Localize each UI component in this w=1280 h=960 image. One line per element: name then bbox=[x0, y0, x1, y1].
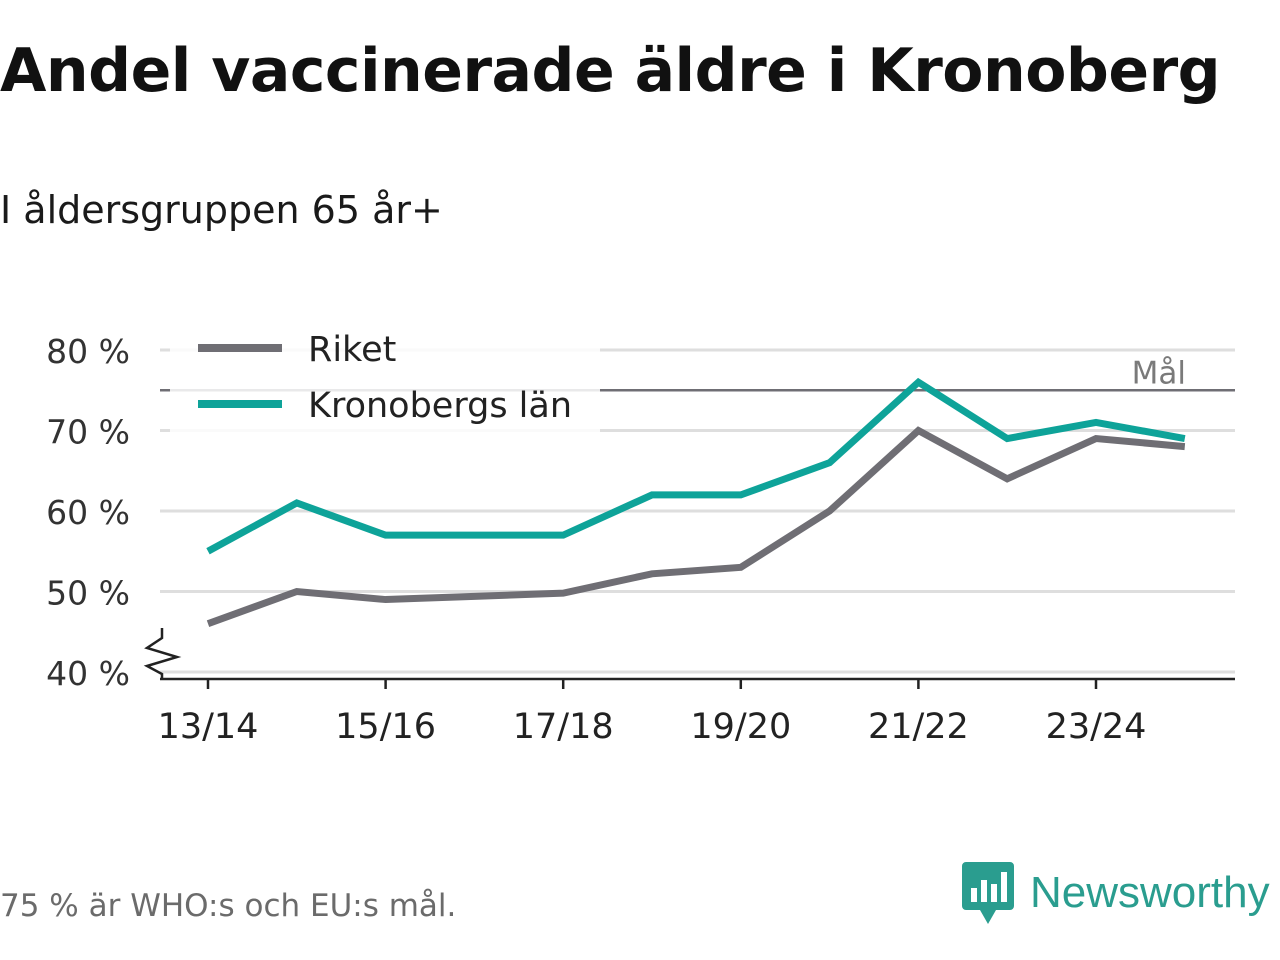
series-line-kronoberg bbox=[206, 377, 1186, 555]
chart-title: Andel vaccinerade äldre i Kronoberg bbox=[0, 36, 1221, 106]
footnote: 75 % är WHO:s och EU:s mål. bbox=[0, 888, 457, 924]
newsworthy-logo-icon bbox=[962, 862, 1014, 924]
y-tick-label: 80 % bbox=[46, 332, 130, 371]
target-label: Mål bbox=[1132, 355, 1186, 391]
y-tick-label: 50 % bbox=[46, 574, 130, 613]
series-lines bbox=[206, 377, 1186, 627]
x-tick-label: 13/14 bbox=[158, 707, 259, 747]
y-axis-break-icon bbox=[143, 628, 182, 679]
newsworthy-logo: Newsworthy bbox=[962, 862, 1270, 924]
series-line-riket bbox=[206, 426, 1186, 627]
x-tick-label: 23/24 bbox=[1046, 707, 1147, 747]
y-tick-label: 60 % bbox=[46, 493, 130, 532]
x-tick-label: 21/22 bbox=[868, 707, 969, 747]
legend-background bbox=[170, 318, 600, 436]
legend: Riket Kronobergs län bbox=[170, 318, 600, 436]
x-tick-label: 17/18 bbox=[513, 707, 614, 747]
legend-label: Riket bbox=[308, 330, 396, 370]
x-axis: 13/14 15/16 17/18 19/20 21/22 23/24 bbox=[158, 677, 1235, 747]
y-tick-label: 40 % bbox=[46, 654, 130, 693]
brand-name: Newsworthy bbox=[1030, 868, 1270, 917]
chart-subtitle: I åldersgruppen 65 år+ bbox=[0, 188, 443, 232]
y-tick-label: 70 % bbox=[46, 413, 130, 452]
x-tick-label: 15/16 bbox=[335, 707, 436, 747]
x-tick-label: 19/20 bbox=[690, 707, 791, 747]
legend-label: Kronobergs län bbox=[308, 386, 572, 426]
y-axis-labels: 40 % 50 % 60 % 70 % 80 % bbox=[46, 332, 130, 693]
